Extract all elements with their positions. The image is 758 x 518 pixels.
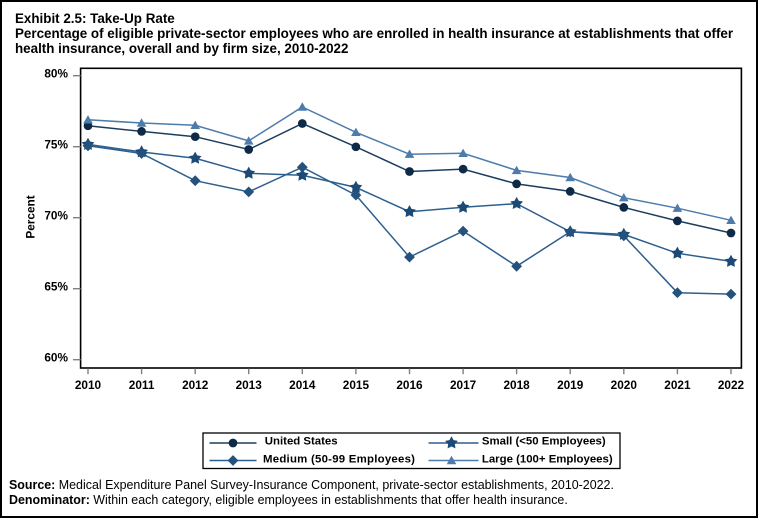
svg-text:70%: 70% xyxy=(44,208,68,222)
svg-text:Medium (50-99 Employees): Medium (50-99 Employees) xyxy=(263,453,415,465)
svg-text:2013: 2013 xyxy=(236,378,263,392)
svg-text:2016: 2016 xyxy=(396,378,423,392)
svg-text:80%: 80% xyxy=(44,66,68,80)
svg-text:2015: 2015 xyxy=(343,378,370,392)
svg-text:60%: 60% xyxy=(44,350,68,364)
svg-text:2010: 2010 xyxy=(75,378,102,392)
svg-text:2011: 2011 xyxy=(129,378,155,392)
svg-text:2021: 2021 xyxy=(664,378,691,392)
svg-text:2014: 2014 xyxy=(289,378,316,392)
svg-text:2012: 2012 xyxy=(182,378,209,392)
svg-text:75%: 75% xyxy=(44,137,68,151)
svg-text:65%: 65% xyxy=(44,279,68,293)
svg-text:Small (<50 Employees): Small (<50 Employees) xyxy=(482,435,606,447)
svg-text:2017: 2017 xyxy=(450,378,477,392)
svg-text:United States: United States xyxy=(265,435,338,447)
svg-text:2019: 2019 xyxy=(557,378,584,392)
svg-text:2020: 2020 xyxy=(611,378,638,392)
svg-text:Percent: Percent xyxy=(24,195,38,238)
svg-text:2022: 2022 xyxy=(718,378,745,392)
svg-text:Large (100+ Employees): Large (100+ Employees) xyxy=(482,453,613,465)
svg-text:2018: 2018 xyxy=(503,378,530,392)
